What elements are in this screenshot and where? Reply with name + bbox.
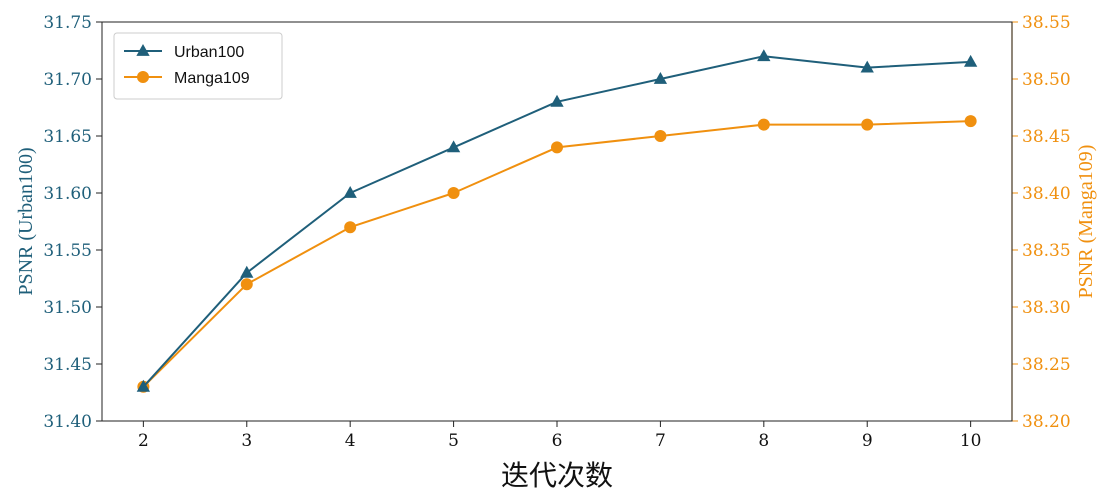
x-axis-ticks: 2 3 4 5 6 7 8 9 10 [138,421,982,451]
data-point-triangle [240,265,254,278]
left-tick-label: 31.40 [43,412,92,432]
legend-box [113,32,283,100]
left-axis-title: PSNR (Urban100) [15,147,37,295]
x-tick-label: 8 [758,431,769,451]
left-tick-label: 31.60 [43,184,92,204]
x-axis-title: 迭代次数 [501,459,613,492]
right-axis-ticks: 38.20 38.25 38.30 38.35 38.40 38.45 38.50 38.55 [1011,13,1071,432]
left-tick-label: 31.45 [43,355,92,375]
data-point-triangle [343,186,357,198]
right-tick-label: 38.45 [1022,127,1071,147]
x-tick-label: 5 [448,431,459,451]
data-point-triangle [550,94,564,107]
legend-marker-circle-icon [137,71,149,83]
legend-entry-urban100: Urban100 [124,44,244,61]
data-point-triangle [653,72,668,84]
series-manga109 [137,115,977,393]
plot-frame [101,21,1013,422]
x-tick-label: 10 [960,431,982,451]
left-tick-label: 31.70 [43,70,92,90]
data-point-triangle [860,60,874,73]
right-tick-label: 38.40 [1022,184,1071,204]
data-point-circle [757,118,770,131]
data-point-triangle [446,140,461,153]
series-line-manga109 [142,120,971,388]
left-tick-label: 31.65 [43,127,92,147]
data-point-circle [240,278,253,291]
legend-label-urban100: Urban100 [174,44,244,61]
x-tick-label: 6 [552,431,563,451]
left-tick-label: 31.55 [43,241,92,261]
legend-label-manga109: Manga109 [174,70,250,87]
right-tick-label: 38.35 [1022,241,1071,261]
series-layer [136,49,978,393]
left-axis-ticks: 31.40 31.45 31.50 31.55 31.60 31.65 31.70 31.75 [43,13,102,432]
data-point-circle [964,115,977,128]
legend: Urban100 Manga109 [113,32,283,100]
series-urban100 [136,49,978,392]
legend-entry-manga109: Manga109 [124,70,250,87]
x-tick-label: 9 [862,431,873,451]
right-tick-label: 38.55 [1022,13,1071,33]
data-point-circle [551,141,563,154]
data-point-triangle [963,54,978,67]
x-tick-label: 4 [345,431,356,451]
data-point-triangle [136,379,151,392]
right-axis-title: PSNR (Manga109) [1075,145,1097,299]
right-tick-label: 38.20 [1022,412,1071,432]
data-point-circle [344,221,357,234]
x-tick-label: 7 [655,431,666,451]
legend-marker-triangle-icon [136,44,150,56]
x-tick-label: 2 [138,431,149,451]
data-point-circle [447,187,460,199]
x-tick-label: 3 [241,431,252,451]
data-point-circle [654,130,667,142]
left-tick-label: 31.50 [43,298,92,318]
data-point-circle [861,118,874,131]
right-tick-label: 38.30 [1022,298,1071,318]
left-tick-label: 31.75 [43,13,92,33]
data-point-triangle [757,49,771,62]
right-tick-label: 38.50 [1022,70,1071,90]
right-tick-label: 38.25 [1022,355,1071,375]
